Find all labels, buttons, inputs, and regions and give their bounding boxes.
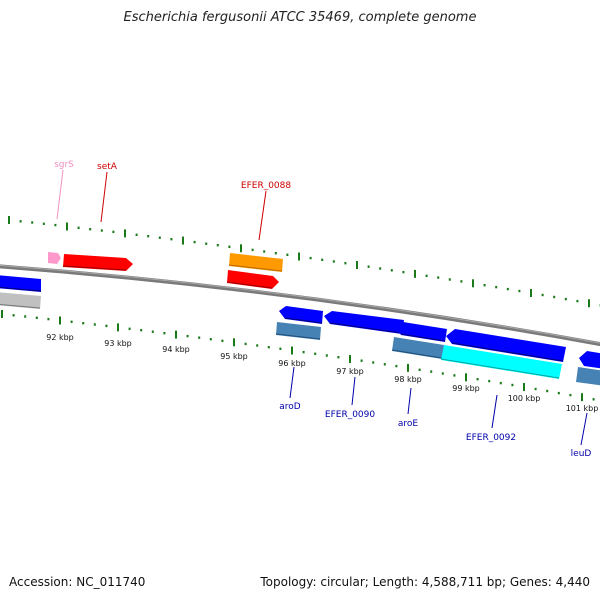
leader-setA: [100, 171, 108, 223]
leader-EFER_0092: [491, 394, 498, 429]
gene-label-leuD: leuD: [571, 449, 592, 459]
scale-label-92kbp: 92 kbp: [46, 333, 74, 342]
feature-aroD-blue[interactable]: [279, 306, 323, 324]
inner-tick-track: [1, 310, 595, 402]
feature-sgrS[interactable]: [48, 252, 61, 264]
feature-aroE-steelblue[interactable]: [391, 337, 444, 359]
feature-setA[interactable]: [62, 254, 133, 271]
outer-tick-track: [8, 216, 600, 308]
gene-label-aroD: aroD: [279, 402, 301, 412]
scale-label-95kbp: 95 kbp: [220, 352, 248, 361]
scale-label-100kbp: 100 kbp: [508, 394, 541, 403]
genome-backbone-highlight: [0, 264, 600, 344]
leader-EFER_0090: [351, 376, 356, 406]
gene-label-sgrS: sgrS: [54, 160, 74, 170]
gene-label-setA: setA: [97, 162, 118, 172]
feature-aroD-steelblue[interactable]: [275, 322, 321, 340]
gene-label-aroE: aroE: [398, 419, 419, 429]
scale-label-94kbp: 94 kbp: [162, 345, 190, 354]
accession-text: Accession: NC_011740: [9, 575, 146, 589]
genome-backbone: [0, 264, 600, 347]
feature-aroE-blue[interactable]: [396, 322, 447, 342]
feature-leuD-blue[interactable]: [579, 351, 600, 369]
feature-EFER_0088-red[interactable]: [226, 270, 279, 289]
feature-EFER_0090[interactable]: [324, 311, 404, 334]
scale-label-98kbp: 98 kbp: [394, 375, 422, 384]
leader-aroD: [289, 366, 295, 399]
page-title: Escherichia fergusonii ATCC 35469, compl…: [123, 10, 477, 25]
feature-left-gray[interactable]: [0, 292, 41, 309]
leader-EFER_0088: [258, 190, 267, 241]
feature-EFER_0088-orange[interactable]: [228, 253, 283, 272]
gene-label-EFER_0088: EFER_0088: [241, 181, 291, 191]
scale-label-93kbp: 93 kbp: [104, 339, 132, 348]
leader-leuD: [580, 412, 588, 446]
scale-label-96kbp: 96 kbp: [278, 359, 306, 368]
leader-aroE: [407, 387, 412, 415]
leader-sgrS: [56, 169, 64, 220]
scale-label-97kbp: 97 kbp: [336, 367, 364, 376]
feature-EFER_0092-cyan[interactable]: [440, 345, 562, 379]
scale-label-99kbp: 99 kbp: [452, 384, 480, 393]
feature-leuD-steelblue[interactable]: [576, 367, 600, 386]
gene-label-EFER_0092: EFER_0092: [466, 433, 516, 443]
feature-left-blue[interactable]: [0, 275, 42, 292]
feature-EFER_0092-blue[interactable]: [446, 329, 566, 362]
scale-label-101kbp: 101 kbp: [566, 404, 599, 413]
gene-label-EFER_0090: EFER_0090: [325, 410, 375, 420]
topology-text: Topology: circular; Length: 4,588,711 bp…: [260, 575, 590, 589]
